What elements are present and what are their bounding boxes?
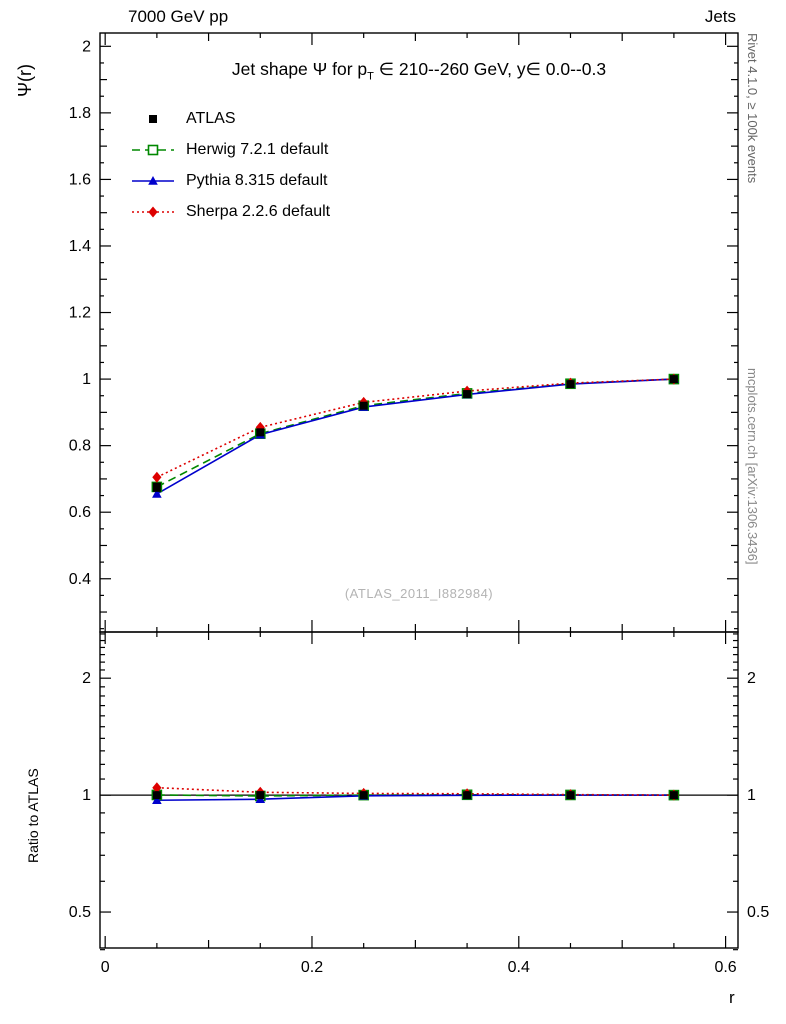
mcplots-reference-note: mcplots.cern.ch [arXiv:1306.3436] [745, 368, 760, 565]
rivet-version-note: Rivet 4.1.0, ≥ 100k events [745, 33, 760, 184]
svg-text:0.2: 0.2 [301, 959, 323, 976]
panel-frames [99, 32, 739, 949]
legend-label: Herwig 7.2.1 default [186, 140, 329, 158]
svg-text:0.4: 0.4 [69, 571, 91, 588]
svg-text:2: 2 [82, 38, 91, 55]
svg-text:1: 1 [82, 371, 91, 388]
svg-text:1: 1 [82, 787, 91, 804]
plot-title-post: ∈ 210--260 GeV, y∈ 0.0--0.3 [373, 59, 607, 79]
ratio-y-axis-label: Ratio to ATLAS [25, 768, 41, 863]
svg-text:1.6: 1.6 [69, 171, 91, 188]
series-markers-atlas [152, 375, 678, 492]
ratio-markers-atlas [152, 791, 678, 800]
ratio-markers-pythia [152, 790, 679, 805]
legend-marker-icon [132, 144, 174, 155]
svg-text:1.4: 1.4 [69, 238, 91, 255]
ratio-line-sherpa [156, 786, 674, 796]
series-line-sherpa [156, 378, 674, 478]
svg-text:1: 1 [747, 787, 756, 804]
legend-item-pythia: Pythia 8.315 default [130, 165, 330, 196]
main-y-axis-label: Ψ(r) [15, 63, 35, 97]
ratio-panel-frame [99, 631, 739, 949]
legend-marker-icon [149, 114, 157, 123]
plot-title-subscript: T [367, 70, 374, 83]
svg-text:1.2: 1.2 [69, 305, 91, 322]
series-line-pythia [156, 378, 674, 495]
legend-item-herwig: Herwig 7.2.1 default [130, 134, 330, 165]
legend-item-atlas: ATLAS [130, 103, 330, 134]
plot-title-pre: Jet shape Ψ for p [231, 59, 368, 79]
svg-text:0.5: 0.5 [69, 904, 91, 921]
svg-text:0.6: 0.6 [69, 504, 91, 521]
process-label: Jets [704, 7, 736, 26]
svg-text:1.8: 1.8 [69, 105, 91, 122]
series-markers-sherpa [152, 373, 679, 483]
svg-text:2: 2 [82, 670, 91, 687]
legend-label: Sherpa 2.2.6 default [186, 202, 331, 220]
series-markers-herwig [151, 373, 680, 493]
svg-text:0: 0 [101, 959, 110, 976]
axis-tick-labels: 0.4 0.6 0.8 1 1.2 1.4 1.6 1.8 2 0 0.2 0.4 0.6 0.5 0.5 1… [69, 38, 770, 976]
svg-text:0.8: 0.8 [69, 438, 91, 455]
analysis-id-watermark: (ATLAS_2011_I882984) [344, 586, 494, 601]
ratio-panel-series [100, 782, 738, 805]
series-line-herwig [156, 378, 674, 488]
legend-marker-icon [132, 175, 174, 185]
main-panel-series [151, 373, 680, 498]
legend-marker-icon [132, 206, 174, 217]
beam-energy-label: 7000 GeV pp [128, 7, 229, 26]
svg-text:0.6: 0.6 [714, 959, 736, 976]
legend-item-sherpa: Sherpa 2.2.6 default [130, 196, 330, 227]
svg-text:0.5: 0.5 [747, 904, 769, 921]
axis-ticks [100, 33, 738, 951]
legend-label: Pythia 8.315 default [186, 171, 328, 189]
series-markers-pythia [152, 374, 679, 498]
plot-title: Jet shape Ψ for pT ∈ 210--260 GeV, y∈ 0.… [100, 59, 738, 83]
legend: ATLAS Herwig 7.2.1 default Pythia 8.315 de… [130, 103, 330, 227]
svg-text:2: 2 [747, 670, 756, 687]
x-axis-label: r [729, 988, 735, 1007]
svg-text:0.4: 0.4 [508, 959, 530, 976]
legend-label: ATLAS [186, 109, 236, 127]
ratio-markers-sherpa [152, 782, 679, 801]
ratio-line-pythia [156, 794, 674, 802]
